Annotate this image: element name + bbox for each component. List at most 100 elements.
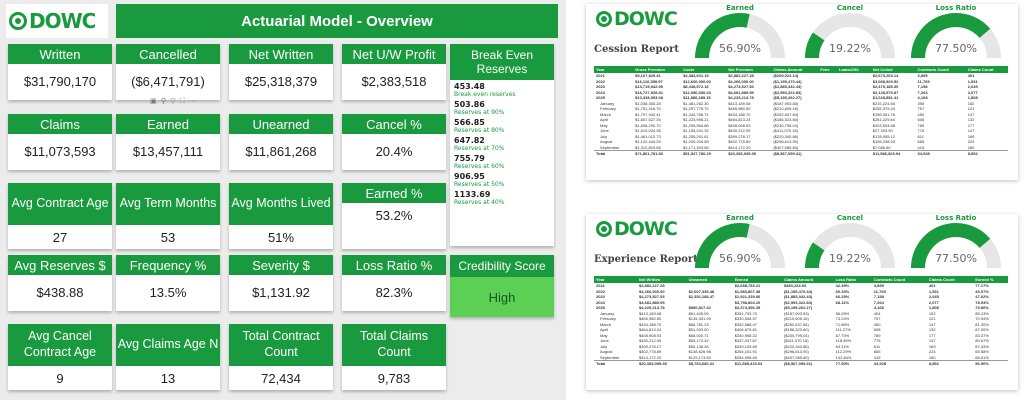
- table-cell: 79.86%: [975, 305, 989, 310]
- break-even-list: 453.48 Break even reserves 503.86 Reserves …: [450, 80, 554, 206]
- table-row[interactable]: 2023 $4,273,527.53 $2,352,188.47 $1,921,339…: [594, 294, 1008, 300]
- table-row: March $1,707,942.41 $1,240,758.71 $434,188.…: [594, 112, 1008, 118]
- gauge-loss-ratio[interactable]: Loss Ratio 77.50%: [908, 214, 1004, 272]
- table-row[interactable]: 2024 $16,727,528.81 $12,080,530.43 $4,681,8…: [594, 90, 1008, 96]
- table-cell: 415: [917, 144, 925, 150]
- column-header[interactable]: Earned: [732, 276, 782, 283]
- kpi-card-net-u-w-profit[interactable]: Net U/W Profit $2,383,518: [342, 44, 446, 100]
- table-row[interactable]: 2021 $2,882,227.28 $2,688,783.21 $483,224.9…: [594, 283, 1008, 289]
- kpi-value: 51%: [267, 229, 295, 245]
- table-cell: $1,171,303.65: [683, 144, 709, 150]
- table-cell: ($187,903.83): [783, 310, 809, 316]
- table-cell: $465,980.50: [638, 316, 662, 321]
- table-row[interactable]: 2024 $4,681,889.95 $3,758,804.10 ($2,593,32…: [594, 300, 1008, 306]
- column-header[interactable]: Fees: [818, 66, 837, 73]
- gauge-value: 19.22%: [829, 42, 871, 55]
- kpi-card-avg-contract-age[interactable]: Avg Contract Age 27: [8, 183, 112, 249]
- column-header[interactable]: Claims Count: [926, 276, 974, 283]
- kpi-card-avg-reserves[interactable]: Avg Reserves $ $438.88: [8, 255, 112, 311]
- table-row[interactable]: 2021 $9,167,829.41 $4,384,601.15 $2,882,227…: [594, 73, 1008, 79]
- kpi-card-avg-claims-age-n[interactable]: Avg Claims Age N 13: [116, 324, 220, 390]
- table-row[interactable]: 2025 $4,225,213.78 $850,817.42 $3,374,396.3…: [594, 305, 1008, 311]
- gauge-cancel[interactable]: Cancel 19.22%: [802, 214, 898, 272]
- table-row[interactable]: 2022 $16,116,559.97 $12,600,000.00 $4,266,0…: [594, 79, 1008, 85]
- table-cell: 401: [967, 73, 975, 78]
- break-even-reserves-card[interactable]: Break Even Reserves 453.48 Break even res…: [450, 44, 554, 246]
- table-cell: $399,278.17: [638, 343, 662, 349]
- credibility-score-card[interactable]: Credibility Score High: [450, 255, 554, 317]
- table-cell: $7,086.60: [872, 144, 891, 150]
- column-header[interactable]: Contracts Count: [871, 276, 927, 283]
- table-cell: $20,353,095.35: [726, 150, 772, 157]
- column-header[interactable]: Gross Premium: [633, 66, 682, 73]
- table-cell: $51,527,780.29: [681, 150, 727, 157]
- table-cell: 68.81%: [975, 354, 989, 360]
- column-header[interactable]: Net Written: [636, 276, 687, 283]
- gauge-earned[interactable]: Earned 56.90%: [692, 214, 788, 272]
- table-cell: ($210,605.16): [783, 316, 809, 321]
- table-cell: $20,353,095.35: [636, 360, 687, 367]
- kpi-card-frequency[interactable]: Frequency % 13.5%: [116, 255, 220, 311]
- kpi-card-avg-cancel-contract-age[interactable]: Avg Cancel Contract Age 9: [8, 324, 112, 390]
- kpi-card-avg-term-months[interactable]: Avg Term Months 53: [116, 183, 220, 249]
- gauge-fill: [805, 242, 825, 269]
- column-header[interactable]: Year: [594, 276, 637, 283]
- table-cell: June: [600, 128, 609, 133]
- kpi-card-claims[interactable]: Claims $11,073,593: [8, 114, 112, 170]
- kpi-label: Severity $: [229, 255, 333, 275]
- table-cell: $4,681,889.95: [728, 89, 754, 95]
- gauge-cancel[interactable]: Cancel 19.22%: [802, 4, 898, 62]
- table-cell: $255,375.34: [872, 106, 895, 111]
- table-cell: ($5,195,262.27): [773, 95, 802, 100]
- column-header[interactable]: Unearned: [686, 276, 733, 283]
- kpi-card-severity[interactable]: Severity $ $1,131.92: [229, 255, 333, 311]
- kpi-card-cancel[interactable]: Cancel % 20.4%: [342, 114, 446, 170]
- table-cell: $8,763,680.31: [686, 360, 733, 367]
- table-cell: $2,352,188.47: [688, 294, 715, 299]
- table-row[interactable]: 2025 $10,338,953.08 $11,886,289.15 $4,225,2…: [594, 95, 1008, 101]
- logo-text: DOWC: [614, 218, 678, 240]
- gauge-earned[interactable]: Earned 56.90%: [692, 4, 788, 62]
- visual-toolbar[interactable]: ▣ ⚲ ▽ ⛶ ⋯: [150, 97, 197, 105]
- table-cell: $340,908.22: [734, 332, 757, 338]
- kpi-card-net-written[interactable]: Net Written $25,318,379: [229, 44, 333, 100]
- kpi-card-avg-months-lived[interactable]: Avg Months Lived 51%: [229, 183, 333, 249]
- kpi-value: 72,434: [261, 370, 301, 386]
- table-cell: $2,128,579.87: [872, 89, 899, 95]
- break-even-label: Reserves at 70%: [454, 145, 505, 152]
- column-header[interactable]: Claims Amount: [781, 276, 834, 283]
- kpi-card-cancelled[interactable]: Cancelled ($6,471,791): [116, 44, 220, 100]
- kpi-card-earned[interactable]: Earned % 53.2%: [342, 183, 446, 249]
- column-header[interactable]: Earned %: [973, 276, 1008, 283]
- table-cell: 665: [873, 349, 881, 354]
- table-cell: 142.84%: [835, 354, 852, 360]
- kpi-card-unearned[interactable]: Unearned $11,861,268: [229, 114, 333, 170]
- table-cell: $413,189.08: [728, 100, 751, 106]
- table-row[interactable]: 2022 $4,266,000.00 $2,007,335.48 $1,983,807…: [594, 289, 1008, 295]
- table-cell: $1,657,627.26: [635, 117, 661, 122]
- table-cell: $8,448,572.16: [683, 84, 709, 89]
- table-cell: $406,679.81: [734, 327, 757, 332]
- column-header[interactable]: Net Ceded: [870, 66, 916, 73]
- kpi-card-total-contract-count[interactable]: Total Contract Count 72,434: [229, 324, 333, 390]
- table-cell: 121: [967, 106, 975, 111]
- column-header[interactable]: Claims Amount: [771, 66, 819, 73]
- cession-logo: DOWC: [596, 8, 678, 30]
- kpi-card-written[interactable]: Written $31,790,170: [8, 44, 112, 100]
- table-row[interactable]: 2023 $13,715,942.59 $8,448,572.16 $4,273,52…: [594, 84, 1008, 90]
- gauge-loss-ratio[interactable]: Loss Ratio 77.50%: [908, 4, 1004, 62]
- kpi-card-loss-ratio[interactable]: Loss Ratio % 82.3%: [342, 255, 446, 311]
- table-cell: 608: [873, 327, 881, 332]
- column-header[interactable]: Costs: [681, 66, 727, 73]
- column-header[interactable]: Loans/Oth: [837, 66, 871, 73]
- table-row: April $464,813.24 $51,933.00 $406,679.81 ($1…: [594, 327, 1008, 333]
- kpi-card-total-claims-count[interactable]: Total Claims Count 9,783: [342, 324, 446, 390]
- column-header[interactable]: Year: [594, 66, 634, 73]
- column-header[interactable]: Claims Count: [965, 66, 1008, 73]
- kpi-card-earned[interactable]: Earned $13,457,111: [116, 114, 220, 170]
- column-header[interactable]: Loss Ratio: [833, 276, 872, 283]
- column-header[interactable]: Net Premium: [726, 66, 772, 73]
- gauge-label: Cancel: [836, 214, 864, 222]
- break-even-value: 755.79: [454, 154, 485, 163]
- column-header[interactable]: Contracts Count: [915, 66, 966, 73]
